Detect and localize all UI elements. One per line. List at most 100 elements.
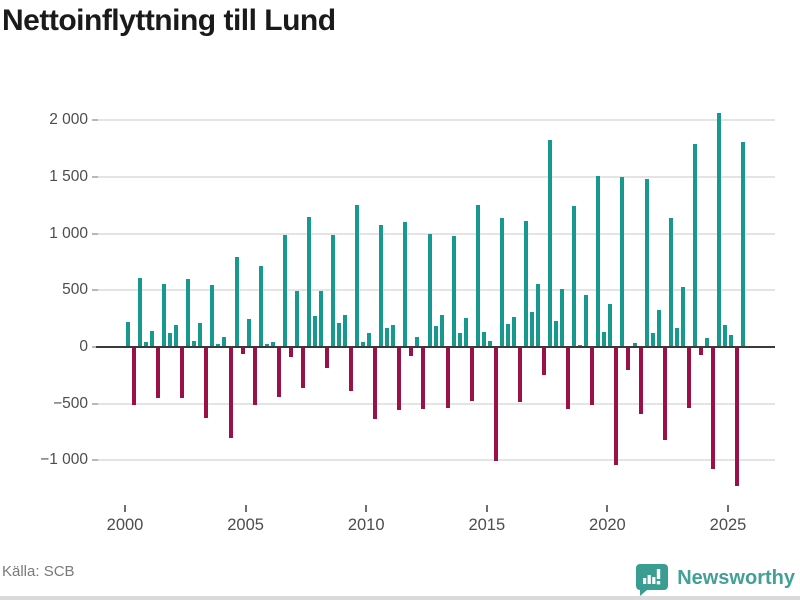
y-axis-tick-label: 0 [79,338,88,355]
bar-2015-Q4 [506,324,510,347]
bar-2011-Q2 [397,348,401,410]
bar-2007-Q1 [295,291,299,347]
bar-2016-Q1 [512,317,516,347]
bar-2002-Q1 [174,325,178,347]
bar-2012-Q1 [415,337,419,347]
bar-2017-Q1 [536,284,540,347]
bar-2011-Q3 [403,222,407,347]
bar-2001-Q3 [162,284,166,347]
y-axis-tick-mark [92,232,98,235]
bar-2006-Q3 [283,235,287,347]
bar-2007-Q2 [301,348,305,388]
bar-2002-Q4 [192,341,196,347]
bar-2001-Q2 [156,348,160,398]
bar-2003-Q3 [210,285,214,347]
bar-2016-Q4 [530,312,534,347]
x-axis-tick-label: 2000 [106,516,144,534]
x-axis-tick-mark [365,505,368,512]
x-axis-tick-mark [485,505,488,512]
bar-2000-Q2 [132,348,136,405]
bar-2010-Q2 [373,348,377,419]
y-axis-tick-mark [92,346,98,348]
bar-2012-Q3 [428,234,432,347]
bar-2013-Q1 [440,315,444,347]
bar-2022-Q3 [669,218,673,347]
x-axis-tick-mark [727,505,729,512]
y-gridline [96,119,775,122]
bar-2009-Q4 [361,342,365,347]
y-axis-tick-mark [92,402,98,405]
x-axis-tick-label: 2020 [589,516,626,534]
bar-2023-Q4 [699,348,703,355]
bar-2025-Q1 [729,335,733,347]
y-axis-tick-label: −1 000 [40,451,88,469]
bar-2020-Q3 [620,177,624,347]
bar-2020-Q1 [608,304,612,347]
bar-2021-Q3 [645,179,649,347]
y-axis-tick-label: −500 [53,394,88,412]
y-gridline [96,175,775,178]
y-gridline [96,459,775,462]
y-gridline [96,289,775,292]
x-axis-tick-label: 2005 [227,516,264,534]
bar-2024-Q3 [717,113,721,347]
newsworthy-bubble-chart-icon [635,561,669,596]
bar-2022-Q1 [657,310,661,347]
zero-line [96,346,775,348]
y-axis-tick-mark [92,459,98,462]
bar-2009-Q2 [349,348,353,391]
x-axis-tick-label: 2010 [347,516,385,534]
bar-2014-Q1 [464,318,468,347]
bar-2017-Q2 [542,348,546,375]
bar-2001-Q4 [168,333,172,347]
x-axis-tick-label: 2015 [468,516,506,534]
bar-2023-Q3 [693,144,697,347]
bar-2008-Q1 [319,291,323,347]
chart-title: Nettoinflyttning till Lund [2,4,336,37]
bar-2024-Q4 [723,325,727,347]
bar-2000-Q3 [138,278,142,347]
bar-2000-Q1 [126,322,130,347]
y-axis-tick-label: 1 000 [49,224,88,242]
bar-2014-Q3 [476,205,480,347]
bar-2004-Q4 [241,348,245,354]
bar-2006-Q1 [271,342,275,347]
bar-2002-Q2 [180,348,184,398]
bar-2019-Q4 [602,332,606,347]
y-axis-tick-label: 500 [62,281,88,299]
bar-2006-Q2 [277,348,281,397]
bar-2017-Q3 [548,140,552,347]
bar-2023-Q2 [687,348,691,408]
bar-2004-Q2 [229,348,233,438]
x-axis-tick-mark [124,505,126,512]
bar-2010-Q4 [385,328,389,347]
bar-2012-Q2 [421,348,425,409]
y-axis-tick-label: 2 000 [49,111,88,129]
bar-2009-Q3 [355,205,359,347]
bar-2018-Q1 [560,289,564,347]
bar-2024-Q2 [711,348,715,469]
bar-2019-Q1 [584,295,588,347]
bottom-divider [0,596,800,600]
bar-2007-Q4 [313,316,317,347]
bar-2024-Q1 [705,338,709,347]
bar-2005-Q3 [259,266,263,347]
newsworthy-logo[interactable]: Newsworthy [635,561,795,596]
bar-2005-Q2 [253,348,257,405]
bar-2018-Q3 [572,206,576,347]
bar-2020-Q4 [626,348,630,370]
bar-2005-Q4 [265,344,269,347]
bar-2008-Q3 [331,235,335,347]
bar-2025-Q3 [741,142,745,347]
bar-2021-Q2 [639,348,643,414]
bar-2016-Q3 [524,221,528,347]
bar-2021-Q4 [651,333,655,347]
y-axis-tick-mark [92,289,98,292]
bar-2019-Q3 [596,176,600,347]
bar-2010-Q3 [379,225,383,347]
bar-2021-Q1 [633,343,637,347]
bar-2015-Q3 [500,218,504,347]
x-axis-tick-label: 2025 [709,516,747,534]
bar-2005-Q1 [247,319,251,347]
bar-2010-Q1 [367,333,371,347]
